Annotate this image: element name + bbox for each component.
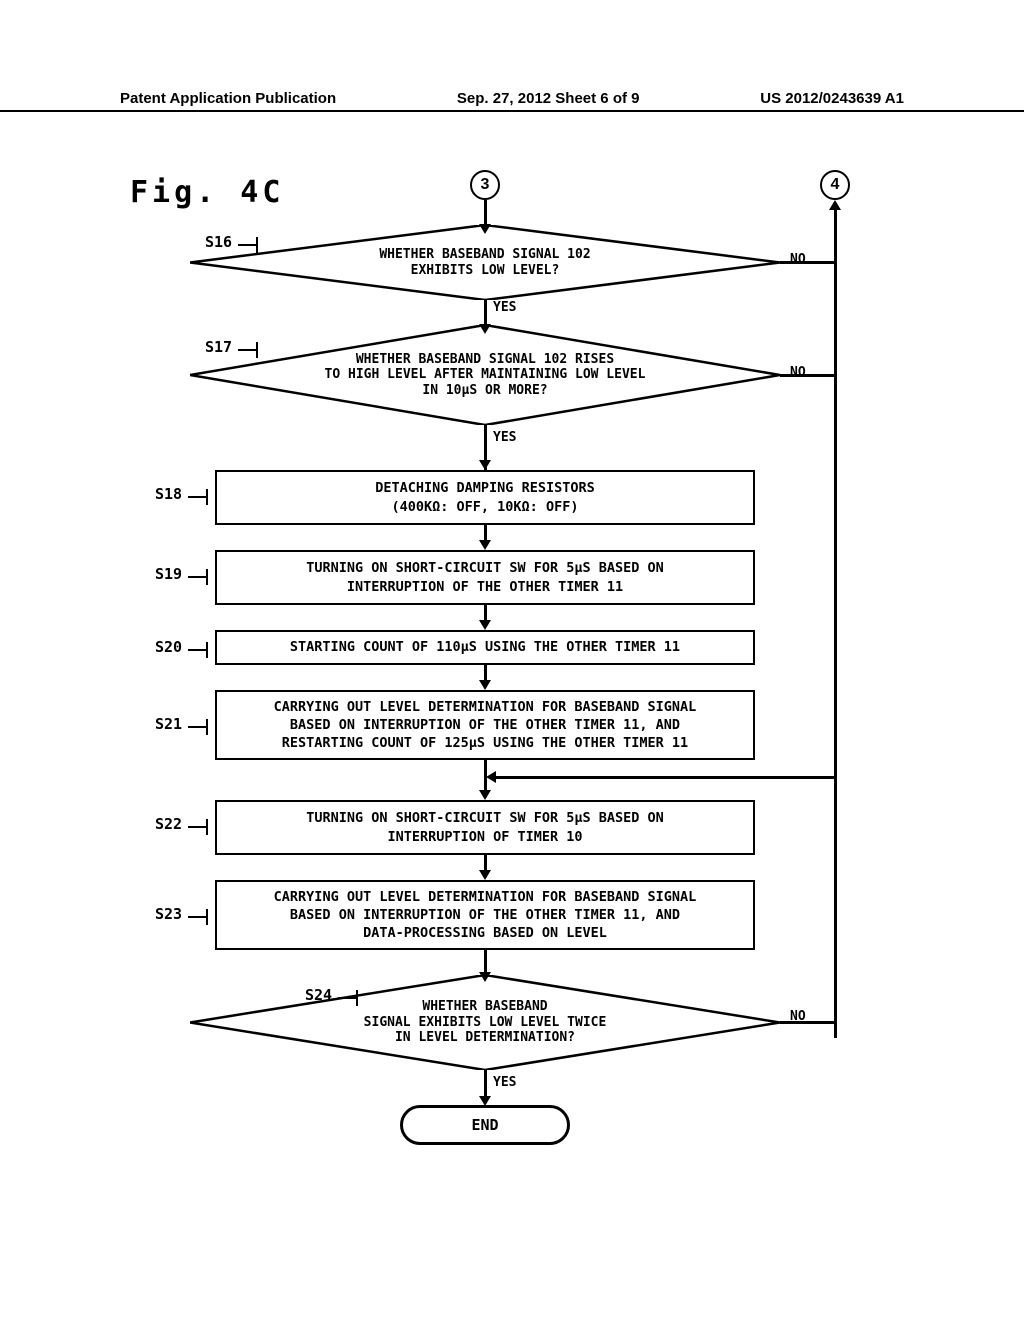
branch-no: NO: [790, 365, 806, 380]
no-line: [780, 374, 835, 377]
decision-s24: WHETHER BASEBAND SIGNAL EXHIBITS LOW LEV…: [190, 975, 780, 1070]
step-tick: [188, 496, 206, 498]
branch-yes: YES: [493, 1075, 516, 1090]
page-header: Patent Application Publication Sep. 27, …: [0, 90, 1024, 112]
figure-label: Fig. 4C: [130, 175, 284, 210]
arrowhead-icon: [479, 790, 491, 800]
step-label-s23: S23: [155, 905, 182, 923]
connector-4: 4: [820, 170, 850, 200]
process-s18: DETACHING DAMPING RESISTORS (400KΩ: OFF,…: [215, 470, 755, 525]
loopback-line: [495, 776, 834, 779]
branch-yes: YES: [493, 300, 516, 315]
header-left: Patent Application Publication: [120, 90, 336, 107]
arrowhead-icon: [479, 540, 491, 550]
branch-yes: YES: [493, 430, 516, 445]
flowchart-diagram: Fig. 4C 3 4 S16 WHETHER BASEBAND SIGNAL …: [100, 160, 924, 1260]
no-line: [780, 261, 835, 264]
decision-s17: WHETHER BASEBAND SIGNAL 102 RISES TO HIG…: [190, 325, 780, 425]
arrowhead-icon: [479, 680, 491, 690]
step-label-s19: S19: [155, 565, 182, 583]
arrowhead-icon: [479, 620, 491, 630]
branch-no: NO: [790, 252, 806, 267]
process-s23: CARRYING OUT LEVEL DETERMINATION FOR BAS…: [215, 880, 755, 950]
step-label-s22: S22: [155, 815, 182, 833]
process-s22: TURNING ON SHORT-CIRCUIT SW FOR 5μS BASE…: [215, 800, 755, 855]
process-s20: STARTING COUNT OF 110μS USING THE OTHER …: [215, 630, 755, 665]
step-label-s18: S18: [155, 485, 182, 503]
step-tick: [188, 576, 206, 578]
terminator-end: END: [400, 1105, 570, 1145]
step-label-s20: S20: [155, 638, 182, 656]
arrowhead-icon: [479, 870, 491, 880]
no-line: [780, 1021, 835, 1024]
process-s21: CARRYING OUT LEVEL DETERMINATION FOR BAS…: [215, 690, 755, 760]
process-s19: TURNING ON SHORT-CIRCUIT SW FOR 5μS BASE…: [215, 550, 755, 605]
step-tick: [188, 649, 206, 651]
step-label-s21: S21: [155, 715, 182, 733]
step-tick: [188, 726, 206, 728]
header-right: US 2012/0243639 A1: [760, 90, 904, 107]
step-tick: [188, 826, 206, 828]
decision-s16: WHETHER BASEBAND SIGNAL 102 EXHIBITS LOW…: [190, 225, 780, 300]
connector-3: 3: [470, 170, 500, 200]
arrowhead-icon: [479, 460, 491, 470]
step-tick: [188, 916, 206, 918]
loop-vertical: [834, 776, 837, 1038]
header-center: Sep. 27, 2012 Sheet 6 of 9: [457, 90, 640, 107]
